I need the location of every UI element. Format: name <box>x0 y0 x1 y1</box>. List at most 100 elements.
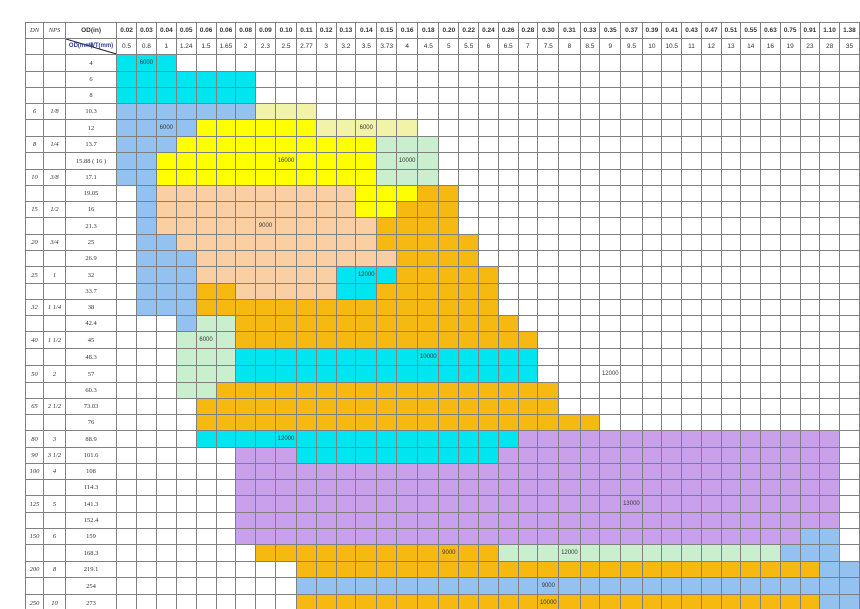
matrix-cell-orange[interactable] <box>335 398 357 415</box>
matrix-cell-cyan[interactable] <box>438 430 460 448</box>
matrix-cell-blue[interactable] <box>396 577 419 595</box>
matrix-cell-lgreen[interactable] <box>215 365 237 383</box>
matrix-cell-empty[interactable] <box>819 315 840 332</box>
matrix-cell-purple[interactable] <box>579 528 601 545</box>
matrix-cell-empty[interactable] <box>760 266 781 284</box>
matrix-cell-blue[interactable] <box>135 152 157 170</box>
matrix-cell-orange[interactable] <box>537 398 560 415</box>
matrix-cell-empty[interactable] <box>458 217 480 235</box>
matrix-cell-empty[interactable] <box>458 136 480 153</box>
matrix-cell-empty[interactable] <box>720 169 742 186</box>
matrix-cell-blue[interactable] <box>175 315 197 332</box>
matrix-cell-yellow[interactable] <box>195 152 217 170</box>
table-row[interactable]: 26.9 <box>24 250 860 267</box>
matrix-cell-empty[interactable] <box>700 185 722 202</box>
matrix-cell-lyellow[interactable] <box>396 119 419 137</box>
matrix-cell-blue[interactable] <box>579 577 601 595</box>
matrix-cell-empty[interactable] <box>458 119 480 137</box>
matrix-cell-purple[interactable] <box>438 528 460 545</box>
matrix-cell-cyan[interactable]: 12000 <box>355 266 378 284</box>
matrix-cell-empty[interactable] <box>661 331 683 349</box>
matrix-cell-orange[interactable] <box>296 544 317 562</box>
matrix-cell-orange[interactable] <box>438 250 460 267</box>
matrix-cell-orange[interactable] <box>740 594 762 609</box>
matrix-cell-empty[interactable] <box>620 250 643 267</box>
matrix-cell-peach[interactable] <box>296 217 317 235</box>
matrix-cell-purple[interactable] <box>335 463 357 480</box>
matrix-cell-orange[interactable] <box>235 382 256 399</box>
matrix-cell-cyan[interactable] <box>335 430 357 448</box>
matrix-cell-empty[interactable] <box>599 234 622 251</box>
matrix-cell-empty[interactable] <box>641 87 663 104</box>
matrix-cell-empty[interactable] <box>641 382 663 399</box>
matrix-cell-orange[interactable] <box>296 382 317 399</box>
matrix-cell-yellow[interactable] <box>235 152 256 170</box>
matrix-cell-empty[interactable] <box>799 103 821 120</box>
matrix-cell-purple[interactable] <box>720 528 742 545</box>
matrix-cell-blue[interactable] <box>175 283 197 300</box>
matrix-cell-orange[interactable] <box>438 561 460 578</box>
matrix-cell-empty[interactable] <box>355 103 378 120</box>
matrix-cell-peach[interactable] <box>296 266 317 284</box>
matrix-cell-orange[interactable] <box>355 299 378 316</box>
matrix-cell-purple[interactable] <box>254 512 276 529</box>
matrix-cell-empty[interactable] <box>517 185 539 202</box>
matrix-cell-empty[interactable] <box>779 365 801 383</box>
matrix-cell-empty[interactable] <box>438 87 460 104</box>
matrix-cell-yellow[interactable] <box>335 136 357 153</box>
matrix-cell-empty[interactable] <box>396 54 419 72</box>
matrix-cell-yellow[interactable] <box>215 119 237 137</box>
matrix-cell-empty[interactable] <box>681 217 702 235</box>
matrix-cell-orange[interactable] <box>661 594 683 609</box>
matrix-cell-lgreen[interactable] <box>740 544 762 562</box>
matrix-cell-orange[interactable] <box>458 398 480 415</box>
matrix-cell-lgreen[interactable] <box>537 544 560 562</box>
matrix-cell-empty[interactable] <box>254 54 276 72</box>
matrix-cell-empty[interactable] <box>537 152 560 170</box>
matrix-cell-orange[interactable] <box>417 382 440 399</box>
matrix-cell-orange[interactable] <box>779 594 801 609</box>
matrix-cell-empty[interactable] <box>740 299 762 316</box>
matrix-cell-orange[interactable] <box>558 414 581 431</box>
matrix-cell-purple[interactable] <box>355 528 378 545</box>
table-row[interactable]: 80 3 88.9 12000 <box>24 430 860 448</box>
matrix-cell-empty[interactable] <box>661 103 683 120</box>
matrix-cell-empty[interactable] <box>838 447 860 464</box>
col-header-inch-29[interactable]: 0.47 <box>700 22 722 39</box>
matrix-cell-peach[interactable] <box>315 185 337 202</box>
col-header-inch-22[interactable]: 0.31 <box>558 22 581 39</box>
col-header-inch-12[interactable]: 0.14 <box>355 22 378 39</box>
matrix-cell-cyan[interactable] <box>478 365 499 383</box>
matrix-cell-peach[interactable] <box>335 217 357 235</box>
matrix-cell-empty[interactable] <box>195 495 217 513</box>
matrix-cell-empty[interactable] <box>740 87 762 104</box>
matrix-cell-empty[interactable] <box>740 152 762 170</box>
matrix-cell-orange[interactable] <box>478 414 499 431</box>
matrix-cell-empty[interactable] <box>175 577 197 595</box>
matrix-cell-lgreen[interactable] <box>195 348 217 366</box>
matrix-cell-cyan[interactable]: 12000 <box>274 430 298 448</box>
matrix-cell-empty[interactable] <box>779 169 801 186</box>
matrix-cell-yellow[interactable] <box>254 119 276 137</box>
matrix-cell-empty[interactable] <box>681 315 702 332</box>
matrix-cell-empty[interactable] <box>195 463 217 480</box>
table-row[interactable]: 100 4 108 <box>24 463 860 480</box>
matrix-cell-empty[interactable] <box>537 348 560 366</box>
col-header-mm-25[interactable]: 9.5 <box>620 38 643 55</box>
matrix-cell-empty[interactable] <box>155 544 177 562</box>
matrix-cell-yellow[interactable] <box>254 136 276 153</box>
matrix-cell-orange[interactable] <box>681 594 702 609</box>
matrix-cell-empty[interactable] <box>579 71 601 88</box>
matrix-cell-lgreen[interactable]: 10000 <box>396 152 419 170</box>
matrix-cell-purple[interactable] <box>497 447 519 464</box>
matrix-cell-cyan[interactable]: 10000 <box>417 348 440 366</box>
matrix-cell-blue[interactable] <box>116 152 137 170</box>
col-header-mm-7[interactable]: 2.3 <box>254 38 276 55</box>
matrix-cell-purple[interactable] <box>355 495 378 513</box>
matrix-cell-orange[interactable] <box>620 594 643 609</box>
matrix-cell-empty[interactable] <box>215 577 237 595</box>
matrix-cell-empty[interactable] <box>579 54 601 72</box>
matrix-cell-lgreen[interactable] <box>175 348 197 366</box>
matrix-cell-cyan[interactable] <box>315 348 337 366</box>
matrix-cell-empty[interactable] <box>579 315 601 332</box>
